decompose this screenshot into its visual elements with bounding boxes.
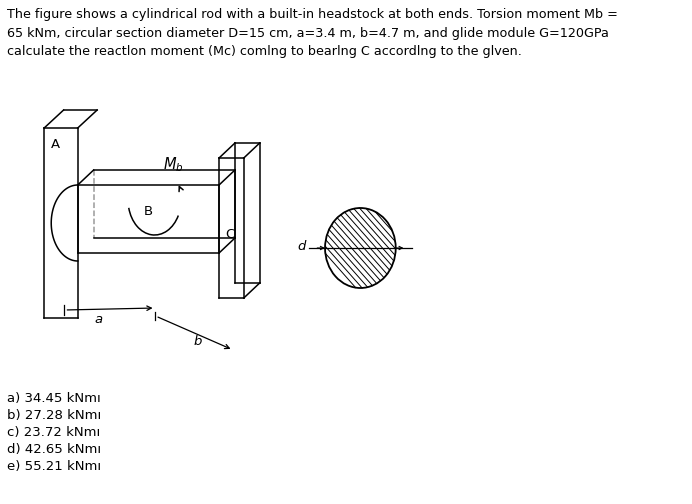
- Text: a: a: [95, 313, 103, 326]
- Text: a) 34.45 kNmı: a) 34.45 kNmı: [7, 392, 101, 405]
- Text: c) 23.72 kNmı: c) 23.72 kNmı: [7, 426, 100, 439]
- Text: C: C: [225, 228, 235, 241]
- Text: d) 42.65 kNmı: d) 42.65 kNmı: [7, 443, 101, 456]
- Text: b) 27.28 kNmı: b) 27.28 kNmı: [7, 409, 101, 422]
- Text: A: A: [51, 138, 60, 151]
- Text: d: d: [298, 239, 306, 253]
- Text: $M_b$: $M_b$: [163, 155, 184, 174]
- Text: The figure shows a cylindrical rod with a built-in headstock at both ends. Torsi: The figure shows a cylindrical rod with …: [7, 8, 618, 58]
- Text: B: B: [144, 205, 153, 218]
- Circle shape: [325, 208, 396, 288]
- Text: b: b: [194, 335, 202, 348]
- Text: e) 55.21 kNmı: e) 55.21 kNmı: [7, 460, 101, 473]
